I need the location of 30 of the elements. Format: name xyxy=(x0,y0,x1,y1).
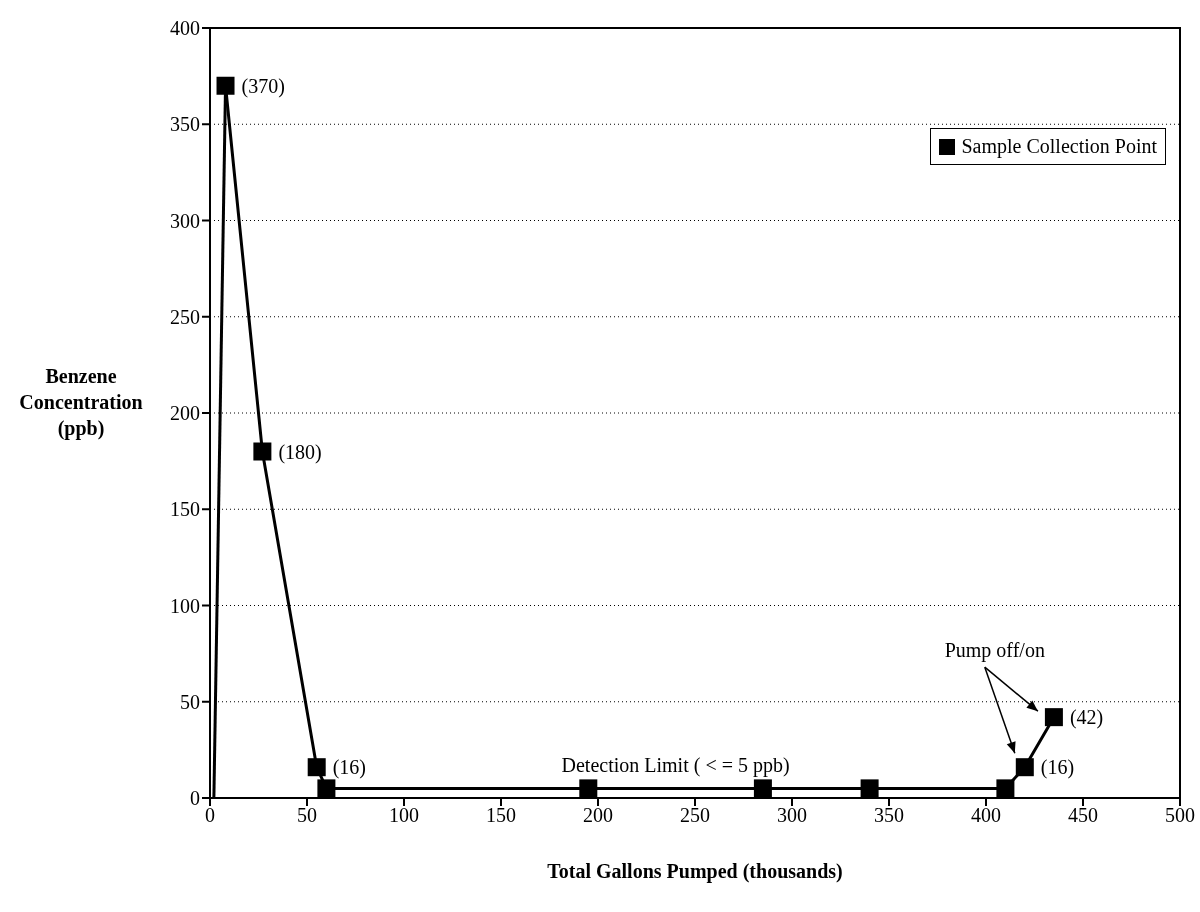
x-axis-title: Total Gallons Pumped (thousands) xyxy=(547,860,843,883)
y-tick-label: 200 xyxy=(170,402,200,425)
x-tick-label: 0 xyxy=(205,804,215,827)
annotation: Pump off/on xyxy=(944,639,1045,663)
x-tick-label: 350 xyxy=(874,804,904,827)
y-tick-label: 100 xyxy=(170,594,200,617)
y-tick-label: 0 xyxy=(190,787,200,810)
data-label: (16) xyxy=(332,756,367,780)
data-label: (42) xyxy=(1069,706,1104,730)
data-label: (16) xyxy=(1040,756,1075,780)
x-tick-label: 300 xyxy=(777,804,807,827)
legend-label: Sample Collection Point xyxy=(961,135,1157,158)
x-tick-label: 150 xyxy=(486,804,516,827)
x-tick-label: 450 xyxy=(1068,804,1098,827)
y-tick-label: 50 xyxy=(180,690,200,713)
x-tick-label: 500 xyxy=(1165,804,1195,827)
y-tick-label: 250 xyxy=(170,305,200,328)
y-tick-label: 400 xyxy=(170,17,200,40)
y-tick-label: 300 xyxy=(170,209,200,232)
annotation: Detection Limit ( < = 5 ppb) xyxy=(561,754,790,778)
data-label: (370) xyxy=(241,74,285,98)
y-tick-label: 350 xyxy=(170,113,200,136)
x-tick-label: 400 xyxy=(971,804,1001,827)
data-label: (180) xyxy=(278,440,322,464)
x-tick-label: 250 xyxy=(680,804,710,827)
x-tick-label: 50 xyxy=(297,804,317,827)
x-tick-label: 200 xyxy=(583,804,613,827)
x-tick-label: 100 xyxy=(389,804,419,827)
y-tick-label: 150 xyxy=(170,498,200,521)
y-axis-title: Benzene Concentration (ppb) xyxy=(18,364,144,441)
